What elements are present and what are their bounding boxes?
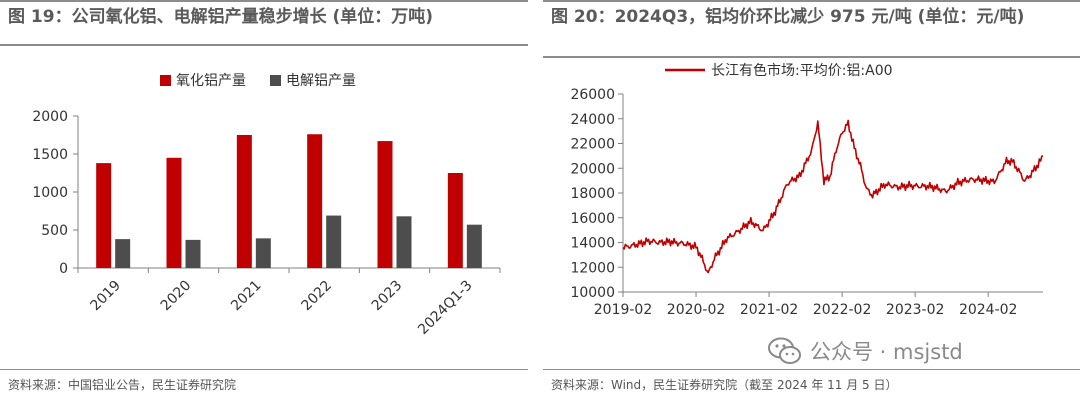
legend-label: 电解铝产量 bbox=[286, 73, 356, 89]
source-rule bbox=[543, 369, 1080, 370]
bar-electrolytic-aluminum bbox=[255, 238, 271, 268]
title-rule bbox=[543, 56, 1080, 58]
line-chart: 长江有色市场:平均价:铝:A00 10000 12000 14000 16000 1800… bbox=[570, 62, 1044, 318]
wechat-icon bbox=[768, 337, 801, 364]
x-tick-label: 2020-02 bbox=[667, 302, 726, 318]
title-rule bbox=[0, 44, 528, 46]
x-tick-label: 2019-02 bbox=[594, 302, 653, 318]
bar-electrolytic-aluminum bbox=[326, 215, 342, 268]
x-tick-label: 2019 bbox=[87, 278, 124, 315]
legend-swatch bbox=[270, 75, 281, 86]
bar-alumina bbox=[447, 173, 463, 268]
x-tick-label: 2022-02 bbox=[813, 302, 872, 318]
y-tick-label: 1000 bbox=[32, 185, 68, 201]
bar-alumina bbox=[236, 135, 252, 268]
bar-electrolytic-aluminum bbox=[466, 224, 482, 268]
x-tick-label: 2024-02 bbox=[959, 302, 1018, 318]
y-tick-label: 1500 bbox=[32, 147, 68, 163]
figure-20-panel: 图 20：2024Q3，铝均价环比减少 975 元/吨 (单位：元/吨) 长江有… bbox=[543, 0, 1080, 400]
figure-19-title: 图 19：公司氧化铝、电解铝产量稳步增长 (单位：万吨) bbox=[8, 7, 434, 27]
y-tick-label: 26000 bbox=[570, 87, 615, 103]
price-line bbox=[622, 119, 1044, 274]
y-tick-label: 0 bbox=[59, 261, 68, 277]
y-tick-label: 12000 bbox=[570, 260, 615, 276]
legend-label: 氧化铝产量 bbox=[176, 73, 246, 89]
x-tick-label: 2020 bbox=[158, 278, 195, 315]
y-tick-label: 14000 bbox=[570, 236, 615, 252]
bar-alumina bbox=[377, 141, 393, 268]
x-tick-label: 2022 bbox=[298, 278, 335, 315]
y-tick-label: 2000 bbox=[32, 109, 68, 125]
figure-20-title: 图 20：2024Q3，铝均价环比减少 975 元/吨 (单位：元/吨) bbox=[551, 7, 1025, 27]
bar-electrolytic-aluminum bbox=[115, 239, 131, 268]
x-tick-label: 2021-02 bbox=[740, 302, 799, 318]
top-rule bbox=[543, 0, 1080, 2]
x-tick-label: 2021 bbox=[228, 278, 265, 315]
figure-19-source: 资料来源：中国铝业公告，民生证券研究院 bbox=[8, 378, 237, 392]
source-rule bbox=[0, 369, 528, 370]
x-tick-label: 2023 bbox=[369, 278, 406, 315]
legend-swatch bbox=[160, 75, 171, 86]
legend-label: 长江有色市场:平均价:铝:A00 bbox=[711, 62, 893, 79]
y-tick-label: 20000 bbox=[570, 161, 615, 177]
figure-20-source: 资料来源：Wind，民生证券研究院（截至 2024 年 11 月 5 日） bbox=[551, 378, 898, 392]
y-tick-label: 16000 bbox=[570, 211, 615, 227]
bar-electrolytic-aluminum bbox=[396, 216, 412, 268]
watermark-text: 公众号 · msjstd bbox=[810, 340, 963, 364]
top-rule bbox=[0, 0, 528, 2]
y-tick-label: 18000 bbox=[570, 186, 615, 202]
bar-alumina bbox=[96, 163, 112, 268]
y-tick-label: 500 bbox=[41, 223, 68, 239]
bar-chart: 氧化铝产量 电解铝产量 0 500 1000 1500 2000 2019 2020 2021 20… bbox=[32, 73, 501, 338]
bar-electrolytic-aluminum bbox=[185, 239, 201, 268]
y-tick-label: 22000 bbox=[570, 137, 615, 153]
bar-alumina bbox=[307, 134, 323, 268]
x-tick-label: 2024Q1-3 bbox=[415, 278, 475, 338]
y-tick-label: 10000 bbox=[570, 285, 615, 301]
y-tick-label: 24000 bbox=[570, 112, 615, 128]
figure-19-panel: 图 19：公司氧化铝、电解铝产量稳步增长 (单位：万吨) 氧化铝产量 电解铝产量 0… bbox=[0, 0, 528, 400]
x-tick-label: 2023-02 bbox=[886, 302, 945, 318]
watermark: 公众号 · msjstd bbox=[768, 336, 963, 366]
bar-alumina bbox=[166, 157, 182, 268]
